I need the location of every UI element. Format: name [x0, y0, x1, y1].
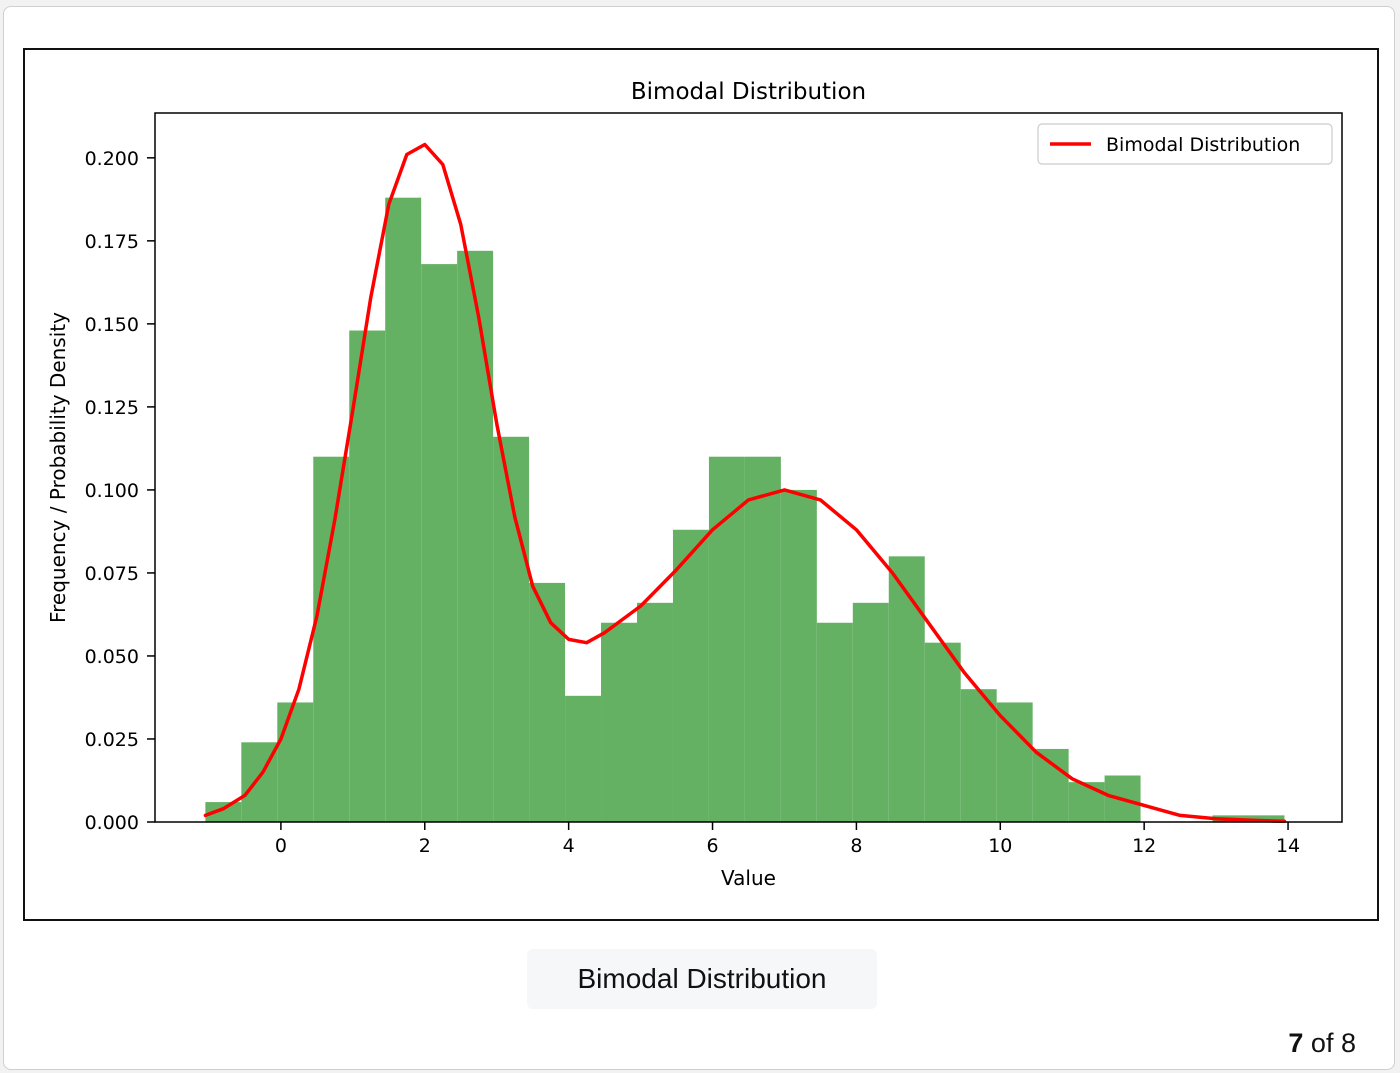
y-axis-label: Frequency / Probability Density [46, 312, 70, 623]
histogram-bar [708, 456, 745, 822]
x-tick-label: 10 [988, 835, 1012, 857]
x-tick-label: 0 [275, 835, 287, 857]
x-tick-label: 2 [419, 835, 431, 857]
histogram-bar [744, 456, 781, 822]
y-tick-label: 0.150 [85, 314, 139, 336]
y-tick-label: 0.125 [85, 397, 139, 419]
bimodal-chart: 0 2 4 6 8 10 12 14 0.000 0.025 0.050 0.075 0.100 0.12… [46, 79, 1343, 890]
histogram-bar [313, 456, 350, 822]
x-tick-label: 14 [1276, 835, 1300, 857]
x-tick-label: 4 [563, 835, 575, 857]
slide-counter-current: 7 [1288, 1028, 1304, 1058]
plot-frame [154, 112, 1343, 823]
x-axis-label: Value [721, 866, 776, 890]
histogram-bar [349, 330, 386, 822]
x-tick-label: 6 [706, 835, 718, 857]
x-tick-label: 12 [1132, 835, 1156, 857]
slide-counter: 7 of 8 [1288, 1028, 1356, 1059]
histogram-bar [1068, 782, 1105, 822]
histogram-bar [888, 556, 925, 822]
histogram-bar [529, 582, 566, 822]
histogram-bar [205, 802, 242, 822]
histogram-bar [852, 602, 889, 822]
y-tick-label: 0.050 [85, 646, 139, 668]
y-tick-label: 0.100 [85, 480, 139, 502]
histogram-bar [996, 702, 1033, 822]
slide-card: 0 2 4 6 8 10 12 14 0.000 0.025 0.050 0.075 0.100 0.12… [3, 6, 1395, 1070]
histogram-bar [780, 489, 817, 822]
histogram-bar [565, 695, 602, 822]
slide-caption: Bimodal Distribution [527, 949, 877, 1009]
slide-caption-text: Bimodal Distribution [577, 963, 827, 994]
histogram-bar [1032, 748, 1069, 822]
legend-box [1037, 123, 1333, 165]
figure-frame: 0 2 4 6 8 10 12 14 0.000 0.025 0.050 0.075 0.100 0.12… [23, 48, 1379, 921]
y-tick-label: 0.200 [85, 148, 139, 170]
histogram-bar [924, 642, 961, 822]
y-tick-label: 0.025 [85, 729, 139, 751]
y-tick-label: 0.175 [85, 231, 139, 253]
y-tick-label: 0.075 [85, 563, 139, 585]
histogram-bar [421, 264, 458, 822]
histogram-bar [1248, 815, 1285, 822]
histogram-bar [636, 602, 673, 822]
histogram-bar [960, 689, 997, 822]
slide-counter-sep: of [1310, 1028, 1334, 1058]
legend-label: Bimodal Distribution [1106, 134, 1300, 156]
y-tick-label: 0.000 [85, 812, 139, 834]
histogram-bar [672, 529, 709, 822]
density-line [203, 142, 1287, 824]
chart-title: Bimodal Distribution [631, 79, 866, 105]
histogram-bar [816, 622, 853, 822]
histogram-bar [601, 622, 637, 822]
histogram-bar [277, 702, 314, 822]
slide-counter-total: 8 [1340, 1028, 1356, 1058]
histogram-bar [385, 197, 422, 822]
histogram-bar [457, 250, 494, 822]
x-tick-label: 8 [850, 835, 862, 857]
